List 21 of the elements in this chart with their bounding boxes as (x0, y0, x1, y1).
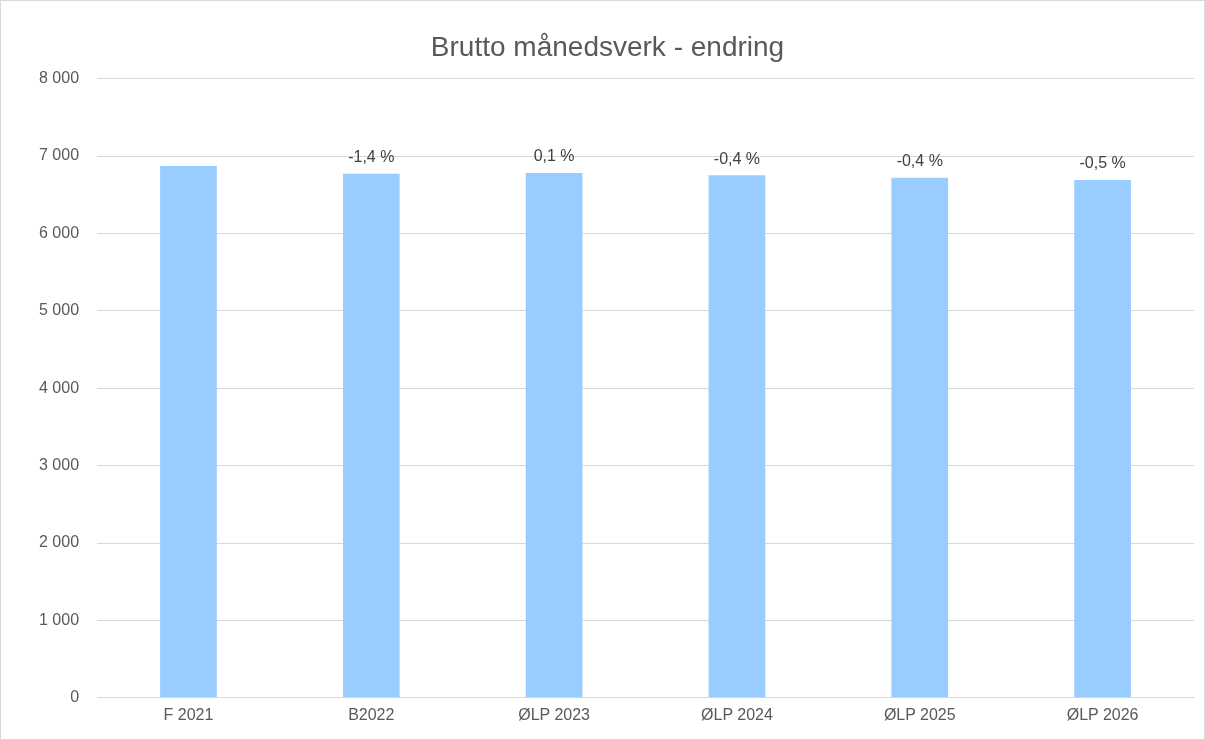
x-tick-label: ØLP 2024 (701, 705, 773, 723)
y-tick-label: 7 000 (38, 146, 80, 164)
y-tick-label: 6 000 (38, 223, 80, 241)
annotation: -0,5 % (1079, 154, 1126, 172)
annotation: -0,4 % (713, 149, 761, 167)
y-tick-label: 4 000 (38, 378, 80, 396)
y-tick-label: 8 000 (38, 69, 80, 87)
x-tick-label: ØLP 2026 (1066, 705, 1139, 723)
chart-title: Brutto månedsverk - endring (430, 30, 785, 62)
annotation: 0,1 % (533, 147, 575, 165)
annotation: -0,4 % (896, 152, 943, 170)
y-tick-label: 1 000 (38, 610, 80, 628)
y-tick-label: 3 000 (38, 456, 80, 474)
x-tick-label: ØLP 2025 (883, 705, 956, 723)
y-tick-label: 0 (70, 688, 80, 706)
y-tick-label: 2 000 (38, 533, 80, 551)
x-tick-label: B2022 (348, 705, 395, 723)
annotation: -1,4 % (348, 148, 395, 166)
y-tick-label: 5 000 (38, 301, 80, 319)
x-tick-label: ØLP 2023 (518, 705, 591, 723)
x-tick-label: F 2021 (163, 705, 214, 723)
